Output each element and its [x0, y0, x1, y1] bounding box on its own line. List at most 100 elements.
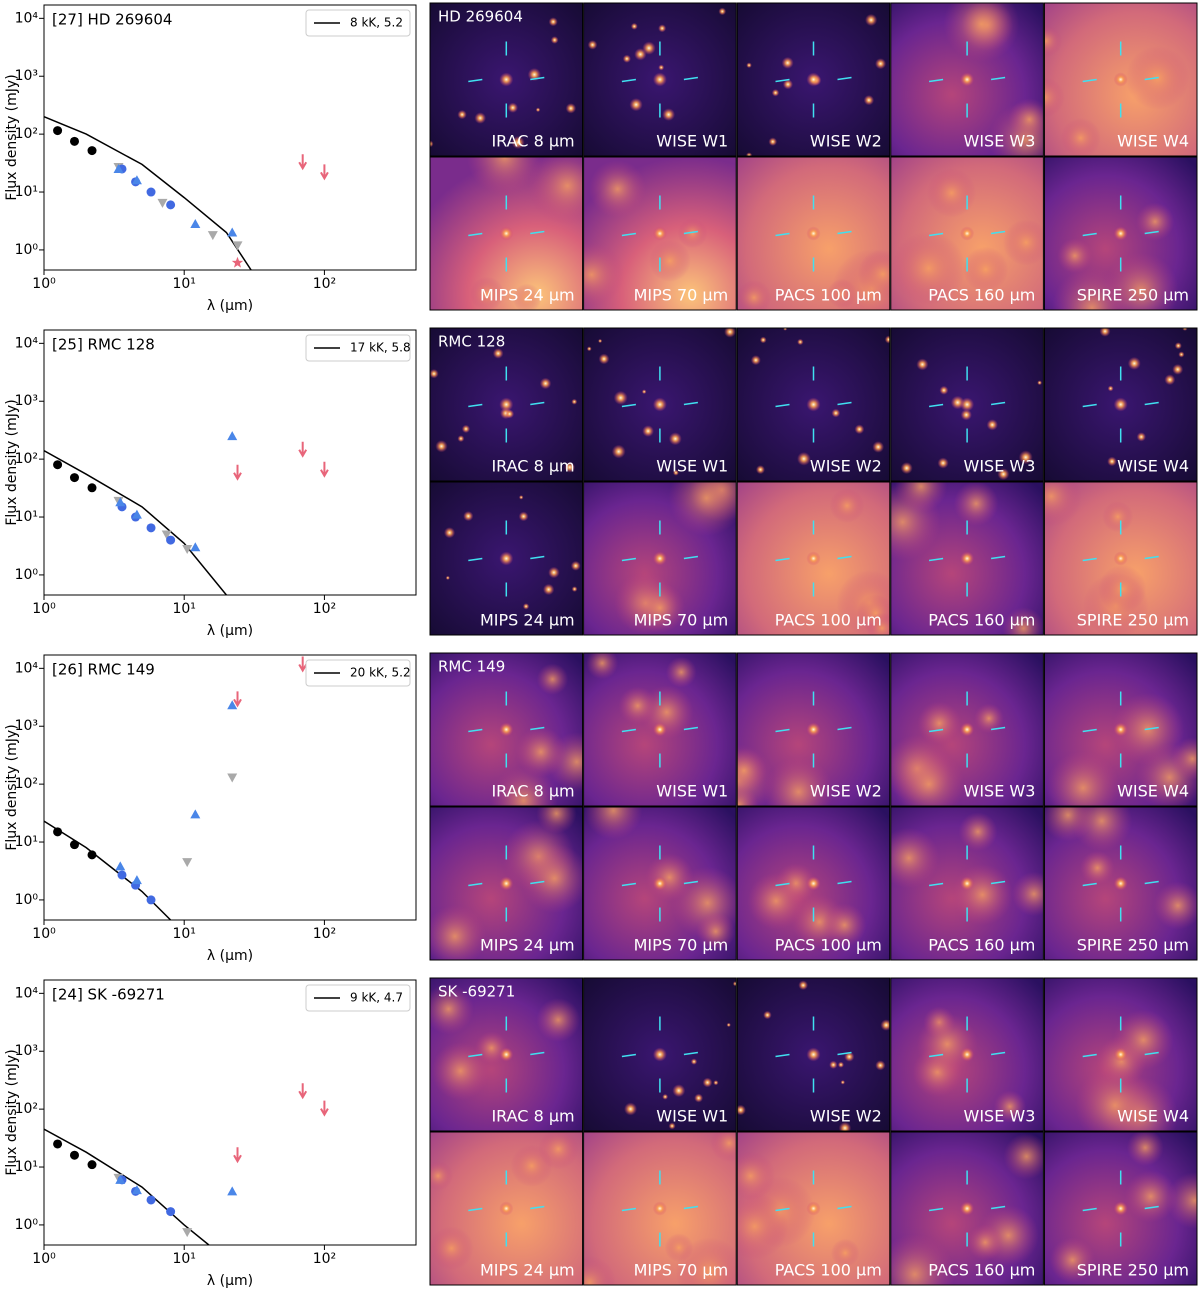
data-point — [232, 241, 243, 251]
image-tile: WISE W1 — [583, 977, 737, 1132]
source — [652, 226, 667, 241]
haze — [466, 157, 543, 196]
star — [718, 7, 727, 16]
star — [535, 107, 541, 113]
data-point — [115, 497, 126, 507]
star — [1164, 374, 1176, 386]
crosshair — [1144, 1205, 1159, 1210]
crosshair — [1082, 78, 1097, 83]
source — [1113, 1047, 1128, 1062]
x-tick-label: 10² — [313, 926, 336, 942]
crosshair — [683, 1051, 699, 1056]
star — [587, 40, 598, 50]
crosshair — [775, 557, 790, 562]
data-point — [166, 200, 176, 210]
upper-limit — [298, 656, 308, 673]
haze — [1049, 1237, 1096, 1283]
tile-frame — [736, 2, 891, 157]
tile-frame — [429, 977, 584, 1132]
crosshair — [530, 401, 545, 406]
star — [445, 575, 450, 580]
tile-frame — [583, 327, 737, 482]
star — [737, 1104, 746, 1116]
crosshair — [775, 403, 790, 408]
star — [755, 465, 766, 475]
star — [548, 566, 560, 579]
y-tick-label: 10⁰ — [15, 242, 39, 258]
crosshair — [468, 557, 483, 562]
haze — [1126, 1132, 1164, 1167]
tile-frame — [1043, 1131, 1198, 1286]
image-tile: WISE W3 — [890, 652, 1044, 807]
star — [837, 1061, 845, 1068]
tile-frame — [1043, 156, 1198, 311]
tile-frame — [583, 977, 737, 1132]
haze — [1075, 1065, 1155, 1131]
star — [863, 95, 875, 106]
star — [872, 441, 885, 453]
tile-content — [737, 1132, 890, 1285]
tile-frame — [1043, 806, 1198, 961]
star — [642, 41, 656, 55]
data-point — [53, 1139, 63, 1149]
tile-content — [890, 482, 1044, 635]
tile-frame — [890, 2, 1044, 157]
star — [763, 1010, 772, 1020]
source — [806, 722, 821, 737]
haze — [645, 853, 694, 902]
haze — [588, 160, 647, 218]
image-tile: MIPS 24 μm — [429, 1131, 584, 1286]
haze — [890, 827, 940, 889]
source — [499, 226, 514, 241]
tile-content — [1044, 653, 1198, 806]
band-label: WISE W4 — [1117, 782, 1189, 801]
star — [598, 353, 610, 365]
sed-chart: 10⁰ 10¹ 10² 10⁰ 10¹ 10² 10³ 10⁴ λ (μm) Flux densi… — [4, 979, 417, 1289]
tile-content — [890, 328, 1044, 481]
tile-frame — [429, 327, 584, 482]
tile-frame — [583, 156, 737, 311]
source — [806, 72, 821, 87]
tile-frame — [736, 1131, 891, 1286]
tile-content — [430, 1132, 583, 1285]
haze — [747, 872, 805, 930]
haze — [917, 701, 962, 746]
data-point — [161, 530, 172, 540]
legend-box — [305, 9, 411, 37]
image-tile: WISE W2 — [736, 652, 891, 807]
tile-content — [737, 978, 890, 1131]
crosshair — [990, 880, 1006, 885]
haze — [1046, 751, 1120, 806]
data-point — [69, 1150, 79, 1160]
crosshair — [1082, 728, 1097, 733]
crosshair — [468, 1053, 483, 1058]
star — [798, 980, 809, 991]
tile-content — [430, 653, 583, 806]
source — [806, 1047, 821, 1062]
upper-limit — [320, 1100, 329, 1117]
source — [960, 72, 975, 87]
image-tile: SPIRE 250 μm — [1043, 481, 1198, 636]
target-label: RMC 128 — [438, 333, 505, 351]
tile-content — [737, 3, 890, 156]
star — [724, 328, 736, 338]
star — [658, 24, 667, 33]
star — [865, 13, 878, 27]
x-axis-label: λ (μm) — [207, 623, 253, 639]
crosshair — [468, 78, 483, 83]
tile-content — [430, 978, 583, 1131]
image-mosaic: IRAC 8 μm WISE W1 WISE W2 WISE W3 WISE W4 MIP… — [429, 327, 1198, 636]
crosshair — [621, 232, 637, 237]
star — [430, 369, 439, 379]
tile-content — [583, 807, 737, 960]
crosshair — [928, 232, 944, 237]
data-point — [87, 850, 97, 860]
band-label: MIPS 70 μm — [634, 1261, 729, 1280]
image-mosaic: IRAC 8 μm WISE W1 WISE W2 WISE W3 WISE W4 MIP… — [429, 977, 1198, 1286]
haze — [583, 242, 624, 307]
band-label: WISE W3 — [964, 1107, 1036, 1126]
source — [499, 397, 514, 412]
x-tick-label: 10⁰ — [32, 926, 56, 942]
crosshair — [530, 555, 545, 560]
image-tile: PACS 160 μm — [890, 481, 1044, 636]
